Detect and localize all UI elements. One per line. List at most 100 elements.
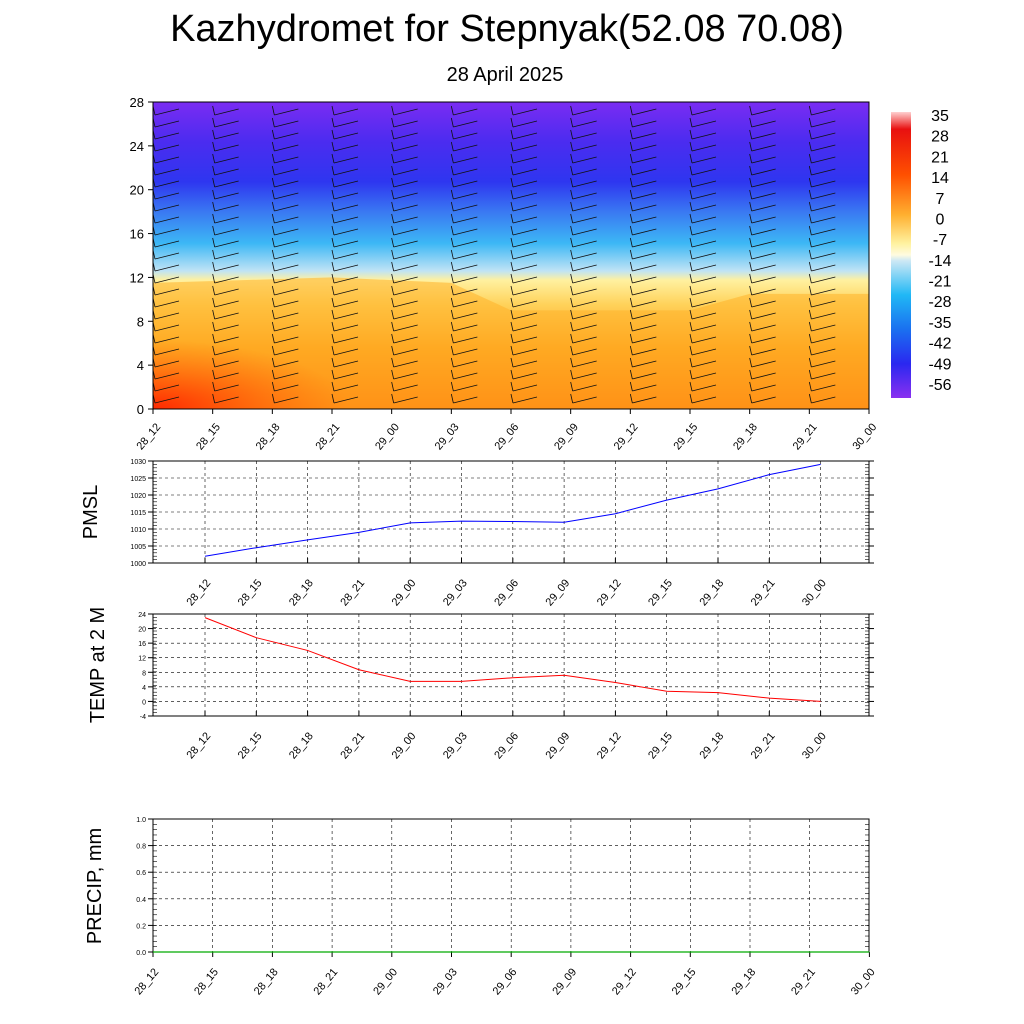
wind-barb (811, 180, 836, 188)
wind-barb-feather (689, 201, 693, 212)
wind-barb (691, 324, 717, 332)
wind-barb (512, 300, 538, 308)
wind-barb-feather (510, 381, 514, 392)
wind-barb-feather (749, 297, 753, 308)
colorbar-label: -49 (928, 356, 951, 373)
wind-barb-feather (808, 189, 812, 200)
wind-barb (214, 384, 239, 392)
wind-barb-feather (450, 201, 454, 212)
wind-barb (751, 156, 776, 164)
wind-barb (691, 180, 717, 188)
wind-barb (751, 336, 776, 344)
y-tick-label: -4 (140, 714, 146, 721)
wind-barb (512, 336, 538, 344)
wind-barb-feather (689, 321, 693, 332)
wind-barb-feather (331, 345, 335, 356)
wind-barb-feather (808, 285, 812, 296)
wind-barb (691, 120, 717, 128)
wind-barb (214, 288, 239, 296)
wind-barb-feather (808, 381, 812, 392)
wind-barb-feather (450, 117, 454, 128)
wind-barb-feather (212, 261, 216, 272)
wind-barb-feather (510, 249, 514, 260)
wind-barb-feather (629, 105, 633, 116)
wind-barb (751, 324, 776, 332)
wind-barb (333, 360, 359, 368)
wind-barb (274, 240, 299, 248)
wind-barb-feather (689, 345, 693, 356)
wind-barb-feather (391, 165, 395, 176)
colorbar-label: -28 (928, 294, 951, 311)
wind-barb-feather (331, 237, 335, 248)
y-tick-label: 28 (130, 95, 144, 110)
wind-barb (512, 348, 538, 356)
wind-barb (632, 132, 657, 140)
wind-barb (512, 204, 538, 212)
wind-barb (274, 180, 299, 188)
wind-barb (214, 336, 239, 344)
wind-barb-feather (570, 201, 574, 212)
y-tick-label: 4 (142, 685, 146, 692)
wind-barb (154, 132, 180, 140)
wind-barb-feather (808, 357, 812, 368)
wind-barb-feather (450, 333, 454, 344)
wind-barb-feather (749, 165, 753, 176)
wind-barb (751, 300, 776, 308)
warm-core (153, 270, 547, 409)
wind-barb (333, 156, 359, 164)
wind-barb (214, 216, 239, 224)
wind-barb-feather (749, 393, 753, 404)
wind-barb-feather (212, 165, 216, 176)
wind-barb (214, 132, 239, 140)
wind-barb (393, 372, 418, 380)
wind-barb (632, 300, 657, 308)
wind-barb-feather (510, 189, 514, 200)
wind-barb (274, 204, 299, 212)
wind-barb-feather (689, 297, 693, 308)
wind-barb (632, 216, 657, 224)
wind-barb (154, 372, 180, 380)
colorbar-label: 7 (936, 191, 945, 208)
wind-barb (393, 168, 418, 176)
wind-barb-feather (212, 177, 216, 188)
wind-barb-feather (808, 117, 812, 128)
wind-barb-feather (450, 141, 454, 152)
wind-barb-feather (271, 189, 275, 200)
y-tick-label: 1025 (130, 476, 146, 483)
wind-barb (214, 204, 239, 212)
y-tick-label: 20 (130, 183, 144, 198)
wind-barb-feather (510, 213, 514, 224)
wind-barb (572, 252, 597, 260)
wind-barb-feather (570, 189, 574, 200)
wind-barb (154, 108, 180, 116)
wind-barb (811, 156, 836, 164)
x-tick-label: 30_00 (849, 966, 878, 997)
wind-barb (512, 216, 538, 224)
wind-barb (811, 300, 836, 308)
wind-barb (751, 144, 776, 152)
wind-barb (572, 372, 597, 380)
x-tick-label: 29_21 (749, 730, 778, 761)
x-tick-label: 29_12 (595, 577, 624, 608)
wind-barb-feather (212, 213, 216, 224)
y-axis-label: PRECIP, mm (84, 828, 106, 944)
wind-barb (512, 360, 538, 368)
wind-barb (453, 360, 478, 368)
wind-barb-feather (570, 321, 574, 332)
colorbar-label: -42 (928, 336, 951, 353)
wind-barb-feather (450, 345, 454, 356)
wind-barb-feather (510, 321, 514, 332)
colorbar-label: 21 (931, 149, 949, 166)
wind-barb (154, 240, 180, 248)
wind-barb-feather (510, 201, 514, 212)
wind-barb (393, 384, 418, 392)
wind-barb (453, 312, 478, 320)
wind-barb (154, 192, 180, 200)
wind-barb (632, 396, 657, 404)
wind-barb (333, 180, 359, 188)
x-tick-label: 29_00 (371, 966, 400, 997)
wind-barb (274, 132, 299, 140)
wind-barb-feather (629, 201, 633, 212)
wind-barb (154, 384, 180, 392)
wind-barbs (153, 105, 869, 404)
